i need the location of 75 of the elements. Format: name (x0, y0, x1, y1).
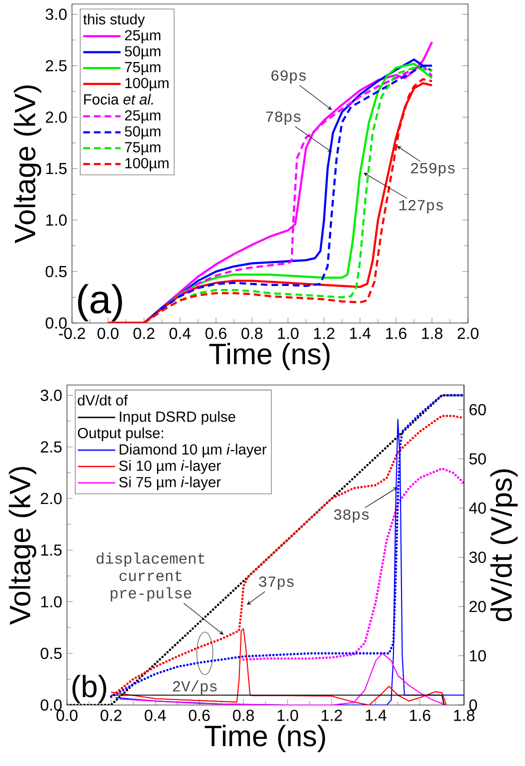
x-tick-label: 2.0 (458, 328, 479, 340)
legend-label: 25µm (125, 30, 160, 44)
y-tick-label: 1.0 (46, 214, 67, 226)
legend-label: 25µm (125, 110, 160, 124)
y-axis-title: Voltage (kV) (8, 466, 36, 625)
y2-tick-label: 60 (470, 404, 486, 416)
x-tick-label: 1.4 (366, 710, 386, 721)
x-axis-title: Time (ns) (204, 724, 326, 752)
x-tick-label: 1.6 (386, 328, 406, 340)
legend-label: 100µm (125, 78, 168, 92)
annotation: displacement current pre-pulse (96, 552, 204, 602)
legend-label: 50µm (124, 46, 160, 60)
y2-tick-label: 10 (470, 650, 486, 662)
x-tick-label: 0.4 (170, 328, 191, 340)
x-tick-label: 1.6 (410, 710, 430, 722)
x-tick-label: 0.8 (232, 710, 254, 722)
y-tick-label: 1.0 (41, 596, 62, 608)
x-tick-label: 1.4 (350, 328, 371, 339)
y-tick-label: 1.5 (46, 163, 67, 174)
line-series (119, 652, 447, 705)
legend-label: 50µm (124, 126, 160, 140)
annotation: 259ps (410, 162, 455, 176)
x-tick-label: 1.2 (322, 710, 342, 721)
x-tick-label: 1.8 (422, 328, 442, 340)
y-tick-label: 0.5 (40, 648, 62, 660)
x-tick-label: 0.4 (144, 710, 166, 722)
x-tick-label: 0.6 (188, 710, 210, 722)
x-axis-title: Time (ns) (209, 342, 330, 370)
legend-label: Diamond 10 µm i-layer (120, 444, 266, 458)
y-tick-label: 2.5 (40, 441, 62, 453)
legend-label: Si 10 µm i-layer (119, 460, 221, 474)
y-tick-label: 0.0 (40, 699, 62, 711)
legend-label: 100µm (125, 158, 168, 172)
annotation: 78ps (266, 112, 300, 125)
y2-tick-label: 30 (469, 552, 486, 563)
annotation: dV/dt of (78, 394, 128, 406)
x-tick-label: 0.0 (56, 710, 78, 722)
annotation: 127ps (399, 200, 443, 214)
annotation: 38ps (334, 509, 369, 523)
y-tick-label: 2.0 (40, 492, 62, 504)
y2-tick-label: 0 (469, 699, 477, 711)
x-tick-label: 0.6 (206, 328, 226, 340)
y-tick-label: 1.5 (41, 544, 62, 556)
x-tick-label: 1.2 (314, 328, 334, 339)
annotation: 2V/ps (173, 680, 217, 695)
annotation: Focia et al. (84, 94, 153, 105)
legend-label: 75µm (125, 142, 160, 156)
y-tick-label: 0.5 (46, 266, 67, 278)
y2-tick-label: 20 (470, 600, 486, 612)
annotation: Output pulse: (78, 427, 164, 442)
y2-axis-title: dV/dt (V/ps) (490, 469, 518, 622)
x-tick-label: 0.0 (98, 328, 119, 340)
legend-label: Si 75 µm i-layer (119, 476, 221, 490)
annotation: this study (83, 14, 145, 28)
x-tick-label: 0.2 (134, 328, 154, 340)
x-tick-label: 0.8 (242, 328, 262, 340)
annotation: (a) (78, 284, 122, 322)
legend-label: 75µm (125, 62, 160, 76)
x-tick-label: 0.2 (100, 710, 122, 722)
x-tick-label: -0.2 (58, 328, 85, 340)
y2-tick-label: 50 (469, 453, 486, 464)
y-tick-label: 2.5 (46, 60, 67, 72)
y-tick-label: 0.0 (46, 317, 67, 329)
annotation: 69ps (271, 70, 306, 84)
y-tick-label: 3.0 (46, 8, 67, 20)
y-axis-title: Voltage (kV) (14, 85, 42, 244)
annotation: (b) (72, 674, 106, 704)
x-tick-label: 1.8 (454, 710, 474, 722)
y-tick-label: 2.0 (46, 112, 67, 123)
y-tick-label: 3.0 (40, 390, 62, 401)
x-tick-label: 1.0 (278, 710, 298, 722)
y2-tick-label: 40 (469, 502, 486, 514)
annotation: 37ps (259, 576, 294, 590)
legend-label: Input DSRD pulse (120, 411, 236, 425)
x-tick-label: 1.0 (278, 328, 299, 340)
